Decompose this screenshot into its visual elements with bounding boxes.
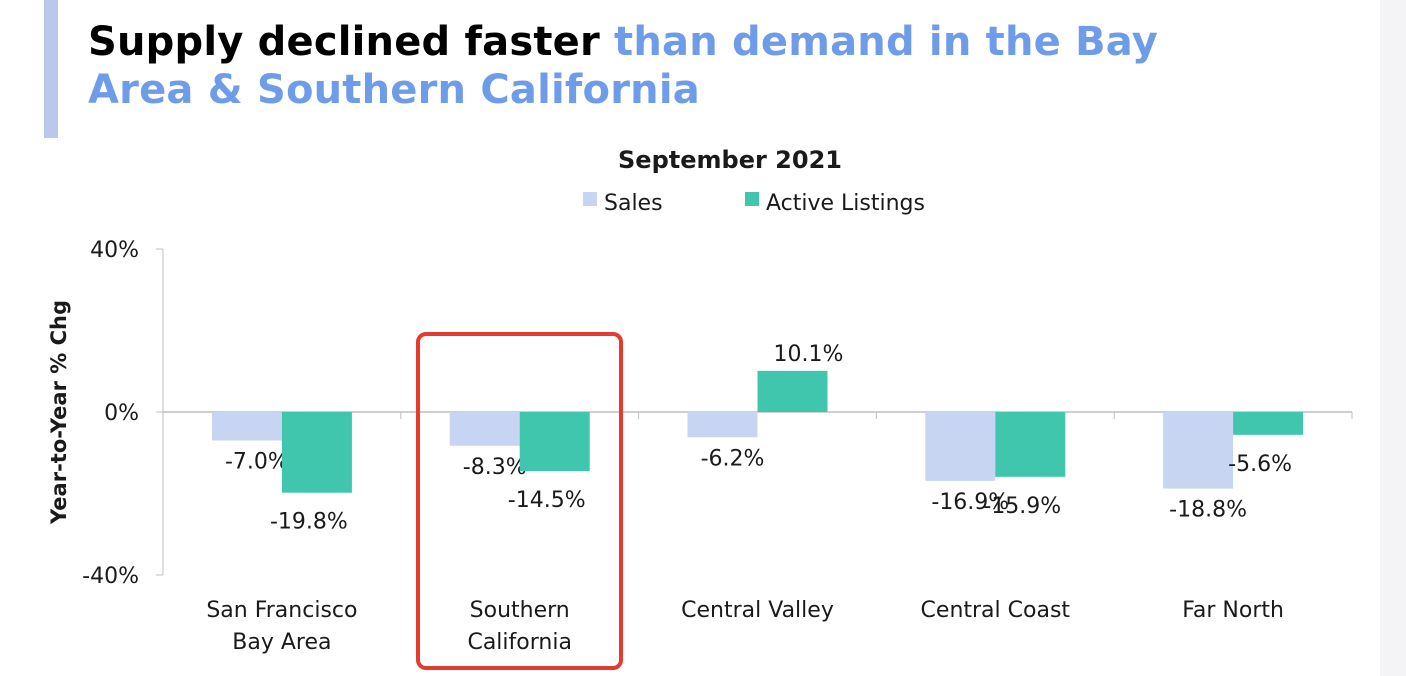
bar-active-listings	[995, 412, 1066, 477]
x-category-label: San Francisco Bay Area	[206, 598, 357, 655]
bar-sales	[211, 412, 282, 441]
y-tick-label: 40%	[90, 238, 139, 263]
legend-label-active-listings: Active Listings	[766, 191, 925, 216]
legend-label-sales: Sales	[604, 191, 663, 216]
bar-sales	[925, 412, 996, 481]
data-label-sales: -18.8%	[1169, 498, 1247, 523]
data-label-sales: -16.9%	[931, 490, 1009, 515]
slide-edge	[1380, 0, 1406, 676]
data-label-sales: -7.0%	[225, 450, 289, 475]
data-label-active-listings: -5.6%	[1228, 452, 1292, 477]
bar-sales	[449, 412, 520, 446]
bar-active-listings	[757, 370, 828, 412]
bar-active-listings	[1233, 412, 1304, 435]
plot-area: 40% 0% -40% -7.0% -19.8% San Francisco Bay Are…	[82, 238, 1353, 655]
data-label-active-listings: -14.5%	[508, 488, 586, 513]
x-category-label: Southern California	[467, 598, 571, 655]
highlight-box	[416, 332, 623, 670]
x-category-label: Far North	[1182, 598, 1284, 623]
y-axis-title: Year-to-Year % Chg	[47, 300, 71, 525]
headline: Supply declined faster than demand in th…	[88, 18, 1238, 114]
x-category-label: Central Coast	[921, 598, 1071, 623]
chart-title: September 2021	[618, 146, 842, 174]
bar-active-listings	[519, 412, 590, 472]
bar-sales	[1163, 412, 1234, 489]
data-label-sales: -8.3%	[463, 455, 527, 480]
data-label-sales: -6.2%	[701, 446, 765, 471]
y-tick-label: -40%	[82, 564, 139, 589]
bar-active-listings	[281, 412, 352, 493]
bar-sales	[687, 412, 758, 438]
legend-swatch-sales	[583, 192, 597, 206]
headline-accent-text: than demand in the Bay Area & Southern C…	[88, 19, 1158, 113]
data-label-active-listings: -19.8%	[270, 510, 348, 535]
x-category-label: Central Valley	[681, 598, 834, 623]
data-label-active-listings: -15.9%	[983, 494, 1061, 519]
data-label-active-listings: 10.1%	[774, 342, 844, 367]
legend-swatch-active-listings	[745, 192, 759, 206]
legend: Sales Active Listings	[583, 191, 925, 216]
headline-dark-text: Supply declined faster	[88, 19, 600, 65]
headline-accent-bar	[44, 0, 58, 138]
y-tick-label: 0%	[104, 401, 139, 426]
